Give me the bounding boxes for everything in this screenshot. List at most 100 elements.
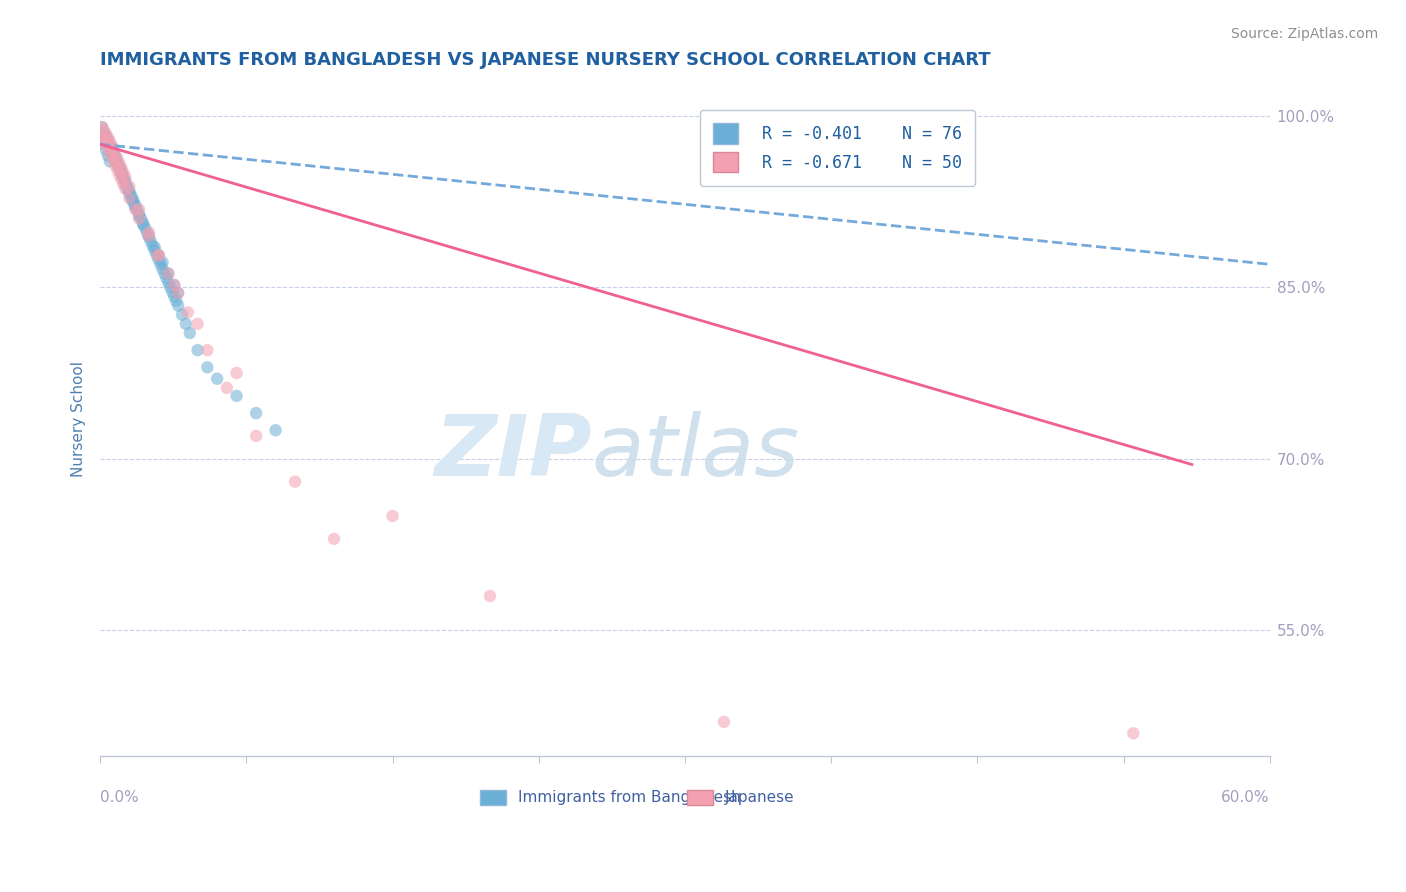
- Point: [122, 194, 145, 208]
- Point: [479, 589, 502, 603]
- Point: [165, 293, 187, 308]
- Text: Source: ZipAtlas.com: Source: ZipAtlas.com: [1230, 27, 1378, 41]
- Point: [195, 360, 218, 375]
- Point: [93, 134, 115, 148]
- Point: [155, 271, 177, 285]
- Point: [139, 235, 162, 249]
- Point: [117, 179, 139, 194]
- Point: [323, 532, 346, 546]
- Point: [97, 134, 120, 148]
- Point: [104, 152, 127, 166]
- Point: [110, 166, 132, 180]
- Point: [110, 161, 132, 176]
- Point: [103, 147, 125, 161]
- Point: [120, 191, 142, 205]
- Point: [107, 163, 129, 178]
- Point: [94, 127, 117, 141]
- Point: [132, 216, 155, 230]
- Point: [93, 123, 115, 137]
- Point: [124, 200, 146, 214]
- Point: [94, 137, 117, 152]
- Point: [114, 178, 136, 192]
- FancyBboxPatch shape: [688, 790, 713, 805]
- Point: [108, 157, 131, 171]
- Point: [91, 120, 114, 134]
- Point: [120, 188, 142, 202]
- Point: [142, 239, 165, 253]
- Point: [104, 159, 127, 173]
- Point: [148, 252, 170, 267]
- Point: [101, 143, 124, 157]
- Point: [93, 126, 115, 140]
- Text: Immigrants from Bangladesh: Immigrants from Bangladesh: [517, 789, 741, 805]
- Point: [129, 211, 152, 226]
- Point: [225, 389, 247, 403]
- Point: [107, 157, 129, 171]
- Point: [114, 170, 136, 185]
- Point: [110, 166, 132, 180]
- Point: [97, 130, 120, 145]
- Point: [157, 267, 180, 281]
- Point: [179, 326, 201, 340]
- Point: [195, 343, 218, 358]
- Point: [107, 157, 129, 171]
- Point: [108, 160, 131, 174]
- Point: [112, 166, 135, 180]
- FancyBboxPatch shape: [481, 790, 506, 805]
- Point: [101, 141, 124, 155]
- Point: [135, 225, 157, 239]
- Point: [163, 289, 186, 303]
- Point: [127, 202, 149, 217]
- Point: [122, 195, 145, 210]
- Point: [91, 131, 114, 145]
- Point: [112, 178, 135, 192]
- Point: [149, 257, 172, 271]
- Point: [159, 280, 181, 294]
- Point: [114, 182, 136, 196]
- Point: [167, 299, 190, 313]
- Point: [128, 202, 150, 217]
- Point: [94, 143, 117, 157]
- Point: [145, 248, 167, 262]
- Point: [112, 171, 135, 186]
- Point: [132, 217, 155, 231]
- Point: [128, 211, 150, 226]
- Point: [114, 175, 136, 189]
- Point: [112, 170, 135, 185]
- Point: [97, 141, 120, 155]
- Point: [143, 244, 166, 258]
- Point: [170, 308, 193, 322]
- Point: [103, 145, 125, 160]
- Point: [98, 134, 121, 148]
- Point: [110, 172, 132, 186]
- Point: [187, 343, 209, 358]
- Point: [381, 508, 404, 523]
- Point: [148, 248, 170, 262]
- Point: [91, 120, 114, 134]
- Point: [138, 230, 160, 244]
- Point: [134, 220, 156, 235]
- Point: [153, 267, 176, 281]
- Point: [163, 277, 186, 292]
- Point: [108, 168, 131, 182]
- Point: [138, 225, 160, 239]
- Point: [157, 267, 180, 281]
- Point: [128, 207, 150, 221]
- Point: [91, 131, 114, 145]
- Point: [118, 179, 141, 194]
- Point: [152, 255, 174, 269]
- Point: [284, 475, 307, 489]
- Point: [118, 191, 141, 205]
- Point: [138, 228, 160, 243]
- Legend:  R = -0.401    N = 76,  R = -0.671    N = 50: R = -0.401 N = 76, R = -0.671 N = 50: [700, 110, 974, 186]
- Text: 60.0%: 60.0%: [1222, 790, 1270, 805]
- Text: 0.0%: 0.0%: [100, 790, 139, 805]
- Text: Japanese: Japanese: [724, 789, 794, 805]
- Point: [138, 228, 160, 243]
- Point: [118, 184, 141, 198]
- Point: [264, 423, 287, 437]
- Point: [152, 261, 174, 276]
- Point: [167, 285, 190, 300]
- Point: [94, 129, 117, 144]
- Point: [93, 137, 115, 152]
